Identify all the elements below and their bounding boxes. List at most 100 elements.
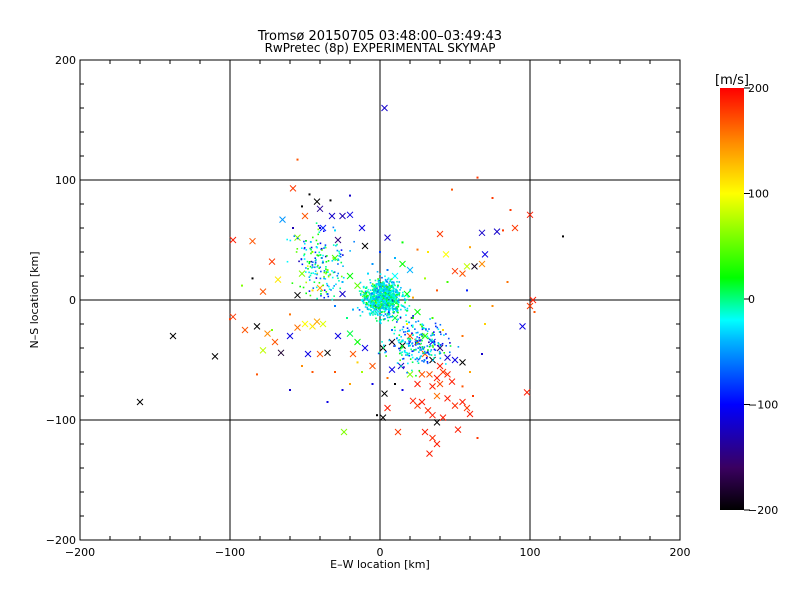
data-point-dot xyxy=(370,295,372,298)
data-point-dot xyxy=(397,291,399,294)
data-point-dot xyxy=(393,295,395,298)
data-point-dot xyxy=(386,278,389,281)
data-point-stroke xyxy=(481,251,489,258)
data-point-dot xyxy=(382,298,385,300)
data-point-dot xyxy=(443,334,445,336)
data-point-dot xyxy=(309,247,312,250)
data-point-x xyxy=(444,395,451,402)
data-point-x xyxy=(324,349,331,357)
data-point-dot xyxy=(371,300,373,303)
data-point-stroke xyxy=(304,350,312,358)
data-point-stroke xyxy=(346,272,354,280)
data-point-dot xyxy=(382,344,385,347)
data-point-dot xyxy=(410,317,413,319)
data-point-dot xyxy=(392,300,394,303)
data-point-dot xyxy=(327,271,329,273)
data-point-stroke xyxy=(399,260,406,268)
data-point-dot xyxy=(369,299,372,301)
data-point-dot xyxy=(386,302,388,305)
data-point-dot xyxy=(394,302,397,305)
data-point-x xyxy=(169,332,177,340)
data-point-dot xyxy=(341,389,344,391)
data-point-x xyxy=(388,366,396,373)
data-point-dot xyxy=(251,277,254,280)
data-point-dot xyxy=(319,242,322,245)
data-point-dot xyxy=(331,270,333,272)
data-point-dot xyxy=(439,345,442,347)
data-point-dot xyxy=(407,295,410,298)
data-point-dot xyxy=(445,363,447,365)
data-point-dot xyxy=(410,348,412,351)
data-point-dot xyxy=(400,304,403,306)
data-point-dot xyxy=(389,286,391,289)
data-point-dot xyxy=(387,297,390,299)
data-point-dot xyxy=(360,290,363,292)
data-point-dot xyxy=(319,254,322,256)
data-point-dot xyxy=(376,298,379,301)
data-point-dot xyxy=(394,296,397,299)
data-point-dot xyxy=(342,276,345,279)
data-point-dot xyxy=(397,284,399,287)
data-point-dot xyxy=(340,261,343,264)
data-point-dot xyxy=(411,369,413,372)
data-point-dot xyxy=(375,283,378,285)
data-point-stroke xyxy=(324,349,331,357)
data-point-dot xyxy=(429,318,431,320)
data-point-dot xyxy=(306,260,309,263)
data-point-dot xyxy=(409,288,412,291)
data-point-dot xyxy=(370,306,372,309)
data-point-dot xyxy=(405,314,407,317)
y-axis-tick-labels: −200 −100 0 100 200 xyxy=(46,54,76,547)
data-point-dot xyxy=(309,294,312,297)
data-point-stroke xyxy=(391,272,399,280)
data-point-dot xyxy=(394,345,397,347)
data-point-x xyxy=(529,296,537,304)
data-point-dot xyxy=(416,331,419,334)
data-point-dot xyxy=(375,317,377,320)
data-point-dot xyxy=(373,292,375,295)
data-point-dot xyxy=(308,260,311,263)
data-point-dot xyxy=(326,284,329,287)
data-point-dot xyxy=(325,272,327,275)
data-point-dot xyxy=(396,292,399,295)
data-point-dot xyxy=(411,324,414,327)
data-point-dot xyxy=(439,323,442,326)
data-point-stroke xyxy=(426,450,433,457)
data-point-dot xyxy=(392,290,395,293)
data-point-x xyxy=(340,428,348,436)
colorbar-tick-label: 200 xyxy=(748,82,769,95)
data-point-dot xyxy=(411,343,413,345)
data-point-dot xyxy=(300,258,303,260)
data-point-dot xyxy=(375,311,378,314)
data-point-dot xyxy=(386,296,388,299)
data-point-dot xyxy=(402,326,405,328)
data-point-x xyxy=(339,212,346,220)
data-point-dot xyxy=(241,284,243,287)
data-point-dot xyxy=(425,327,427,330)
data-point-x xyxy=(384,404,391,412)
data-point-dot xyxy=(384,318,386,320)
data-point-dot xyxy=(387,304,390,307)
data-point-dot xyxy=(292,227,294,229)
data-point-dot xyxy=(390,285,392,288)
data-point-dot xyxy=(370,312,373,314)
data-point-dot xyxy=(356,306,359,309)
data-point-dot xyxy=(391,294,394,297)
data-point-dot xyxy=(394,257,396,259)
data-point-dot xyxy=(317,264,319,267)
data-point-dot xyxy=(418,357,421,360)
data-point-dot xyxy=(396,290,399,292)
data-point-dot xyxy=(371,285,374,288)
data-point-dot xyxy=(364,306,367,308)
data-point-dot xyxy=(386,269,389,271)
data-point-dot xyxy=(376,291,379,293)
data-point-dot xyxy=(301,365,303,367)
data-point-stroke xyxy=(301,320,309,328)
data-point-dot xyxy=(411,326,414,328)
data-point-dot xyxy=(312,261,314,264)
data-point-dot xyxy=(385,303,388,306)
data-point-dot xyxy=(385,284,388,286)
data-point-dot xyxy=(386,312,389,315)
data-point-dot xyxy=(385,350,387,353)
data-point-dot xyxy=(412,334,414,336)
